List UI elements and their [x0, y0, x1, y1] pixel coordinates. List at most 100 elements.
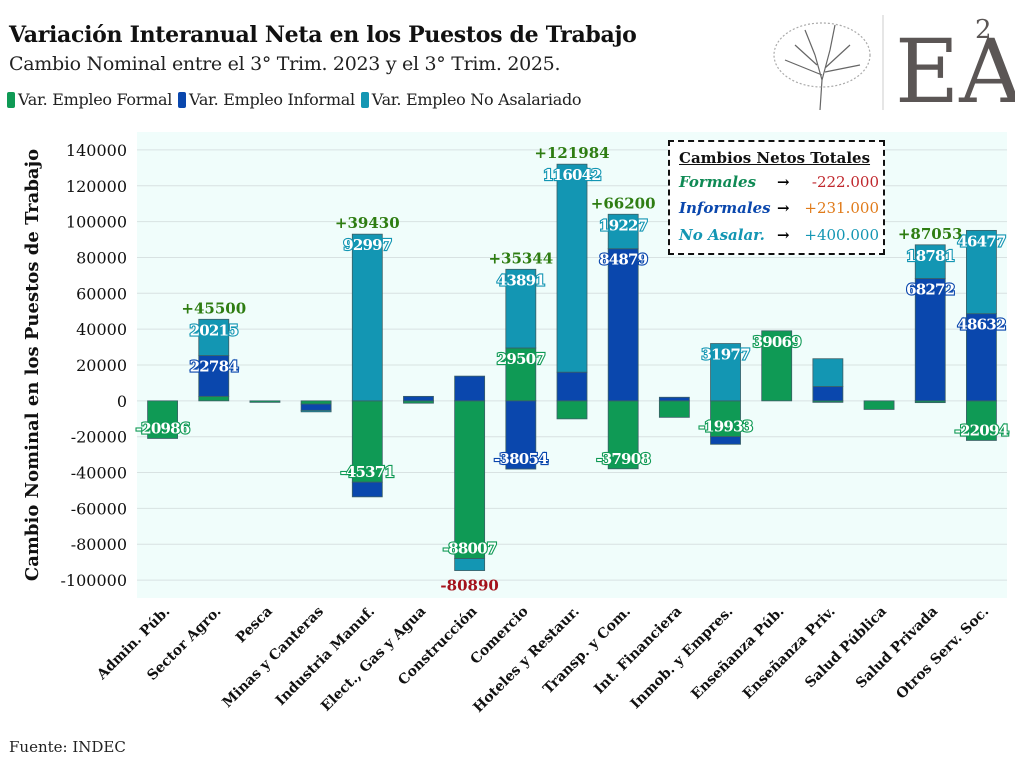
y-tick-label: 20000	[76, 356, 127, 375]
y-tick-label: 100000	[66, 213, 127, 232]
bar-formal	[556, 400, 588, 420]
bar-informal	[454, 375, 486, 402]
chart-title: Variación Interanual Neta en los Puestos…	[9, 22, 637, 48]
data-label-noasal: 43891	[497, 271, 545, 289]
source-note: Fuente: INDEC	[9, 738, 126, 756]
legend-label: Var. Empleo No Asalariado	[371, 90, 582, 109]
y-tick-label: -40000	[71, 464, 127, 483]
y-tick-label: -60000	[71, 499, 127, 518]
bar-formal	[607, 400, 639, 470]
net-total-label: -80890	[440, 577, 498, 595]
bar-informal	[710, 436, 741, 445]
data-label-noasal: 31977	[701, 346, 750, 364]
y-tick-label: 60000	[76, 284, 127, 303]
legend-item-informal[interactable]: Var. Empleo Informal	[178, 90, 355, 109]
bar-formal	[198, 395, 230, 402]
y-tick-label: 80000	[76, 248, 127, 267]
bar-formal	[966, 400, 997, 441]
legend-swatch-informal	[178, 91, 187, 108]
data-label-formal: -20986	[136, 419, 190, 437]
bar-noasal	[198, 318, 230, 356]
net-total-label: +121984	[534, 144, 609, 162]
y-tick-label: 40000	[76, 320, 127, 339]
x-tick-label: Otros Serv. Soc.	[893, 604, 992, 703]
arrow-icon: →	[777, 199, 790, 217]
bar-informal	[914, 278, 946, 402]
bar-noasal	[966, 229, 997, 315]
data-label-noasal: 92997	[343, 236, 392, 254]
bar-noasal	[556, 163, 588, 373]
bar-noasal	[454, 558, 486, 571]
bar-formal	[147, 400, 178, 439]
bar-informal	[556, 371, 588, 402]
bar-formal	[454, 400, 486, 559]
bar-informal	[351, 481, 383, 498]
annotation-label: Formales	[679, 173, 757, 191]
x-tick-label: Inmob. y Empres.	[628, 604, 737, 713]
totals-annotation-box: Cambios Netos Totales Formales → -222.000 …	[668, 140, 885, 255]
x-tick-label: Enseñanza Púb.	[688, 603, 788, 703]
data-label-noasal: 19227	[599, 216, 648, 234]
data-label-informal: 48632	[957, 316, 1006, 334]
annotation-row-informales: Informales → +231.000	[679, 199, 879, 219]
chart-subtitle: Cambio Nominal entre el 3° Trim. 2023 y …	[9, 53, 561, 75]
legend: Var. Empleo Formal Var. Empleo Informal …	[7, 90, 582, 109]
annotation-row-formales: Formales → -222.000	[679, 173, 879, 193]
y-tick-label: 0	[117, 392, 127, 411]
data-label-formal: -88007	[443, 540, 497, 558]
x-tick-label: Pesca	[233, 604, 276, 647]
net-total-label: +66200	[591, 194, 656, 212]
x-tick-label: Minas y Canteras	[220, 603, 328, 711]
annotation-value: -222.000	[811, 173, 879, 191]
bar-informal	[505, 400, 537, 470]
legend-item-noasal[interactable]: Var. Empleo No Asalariado	[360, 90, 582, 109]
data-label-informal: -38054	[494, 450, 548, 468]
annotation-row-noasalar: No Asalar. → +400.000	[679, 226, 879, 246]
logo-text: EA	[895, 20, 1015, 110]
bar-informal	[966, 313, 997, 402]
legend-item-formal[interactable]: Var. Empleo Formal	[7, 90, 172, 109]
bar-informal	[658, 396, 690, 402]
legend-label: Var. Empleo Informal	[189, 90, 355, 109]
data-label-formal: 29507	[497, 350, 546, 368]
bar-informal	[198, 355, 230, 397]
arrow-icon: →	[777, 226, 790, 244]
bar-noasal	[710, 343, 741, 402]
y-tick-label: 140000	[66, 141, 127, 160]
annotation-heading: Cambios Netos Totales	[679, 149, 871, 167]
annotation-label: Informales	[679, 199, 771, 217]
y-axis-label: Cambio Nominal en los Puestos de Trabajo	[22, 149, 43, 581]
x-tick-label: Enseñanza Priv.	[739, 603, 839, 703]
net-total-label: +35344	[488, 249, 553, 267]
net-total-label: +87053	[898, 225, 963, 243]
data-label-noasal: 46477	[957, 232, 1006, 250]
data-label-formal: -45371	[340, 463, 394, 481]
data-label-formal: -22094	[955, 421, 1009, 439]
bar-formal	[863, 400, 895, 410]
legend-swatch-formal	[7, 91, 15, 108]
y-tick-label: -80000	[71, 535, 127, 554]
bar-formal	[710, 400, 741, 437]
bar-informal	[300, 403, 332, 411]
data-label-formal: -37908	[596, 450, 650, 468]
data-label-informal: 22784	[190, 358, 239, 376]
legend-swatch-noasal	[360, 91, 369, 108]
x-tick-label: Transp. y Com.	[540, 604, 634, 698]
logo-superscript: 2	[975, 15, 992, 45]
bar-formal	[658, 400, 690, 418]
y-tick-label: 120000	[66, 177, 127, 196]
bar-formal	[300, 400, 332, 405]
annotation-label: No Asalar.	[679, 226, 765, 244]
y-tick-label: -100000	[61, 571, 127, 590]
data-label-informal: 68272	[906, 280, 955, 298]
arrow-icon: →	[777, 173, 790, 191]
bar-informal	[403, 395, 434, 402]
data-label-informal: 84879	[599, 251, 648, 269]
bar-noasal	[300, 409, 332, 413]
net-total-label: +45500	[181, 299, 246, 317]
bar-formal	[249, 400, 281, 403]
logo: EA 2	[773, 15, 1015, 110]
bar-formal	[351, 400, 383, 483]
data-label-noasal: 18781	[906, 247, 954, 265]
